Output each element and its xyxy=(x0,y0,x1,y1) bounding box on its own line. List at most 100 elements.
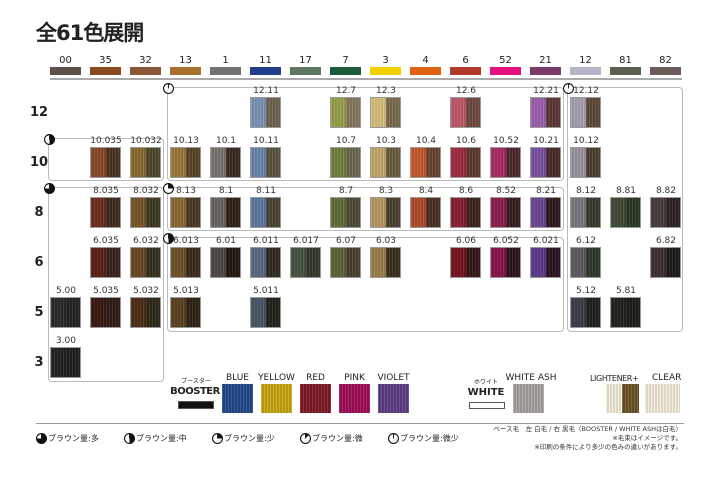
brown-amount-icon xyxy=(36,433,47,444)
booster-color-swatch xyxy=(300,384,331,413)
black-hair-half xyxy=(545,98,560,127)
color-swatch xyxy=(530,147,561,178)
white-ash-label: WHITE ASH xyxy=(505,373,557,383)
swatch-label: 6.01 xyxy=(215,236,237,246)
black-hair-half xyxy=(105,148,120,177)
level-label: 12 xyxy=(30,105,49,120)
white-hair-half xyxy=(571,148,586,177)
group-box-8 xyxy=(167,187,564,231)
white-hair-half xyxy=(651,248,666,277)
black-hair-half xyxy=(145,248,160,277)
white-hair-half xyxy=(611,198,626,227)
swatch-label: 5.81 xyxy=(615,286,637,296)
swatch-label: 8.1 xyxy=(218,186,234,196)
black-hair-half xyxy=(385,98,400,127)
color-swatch xyxy=(170,197,201,228)
white-hair-half xyxy=(251,148,266,177)
white-hair-half xyxy=(331,98,346,127)
swatch-label: 8.035 xyxy=(93,186,119,196)
legend-item: ブラウン量:中 xyxy=(124,433,187,444)
color-swatch xyxy=(450,147,481,178)
brown-amount-icon xyxy=(163,83,174,94)
color-swatch xyxy=(90,297,121,328)
tone-swatch xyxy=(330,67,361,75)
white-hair-half xyxy=(211,148,226,177)
black-hair-half xyxy=(545,148,560,177)
tone-label: 11 xyxy=(259,55,272,66)
swatch-label: 6.032 xyxy=(133,236,159,246)
white-hair-half xyxy=(571,198,586,227)
color-swatch xyxy=(570,197,601,228)
white-hair-half xyxy=(91,248,106,277)
white-hair-half xyxy=(291,248,306,277)
color-swatch xyxy=(650,247,681,278)
swatch-label: 6.03 xyxy=(375,236,397,246)
group-box-10-left xyxy=(48,138,164,181)
color-swatch xyxy=(570,147,601,178)
level-label: 10 xyxy=(30,155,49,170)
swatch-label: 6.06 xyxy=(455,236,477,246)
swatch-label: 3.00 xyxy=(55,336,77,346)
color-swatch xyxy=(410,147,441,178)
black-hair-half xyxy=(385,248,400,277)
white-hair-half xyxy=(451,148,466,177)
swatch-label: 6.052 xyxy=(493,236,519,246)
swatch-label: 8.12 xyxy=(575,186,597,196)
color-swatch xyxy=(250,97,281,128)
white-hair-half xyxy=(331,148,346,177)
brown-amount-icon xyxy=(163,233,174,244)
swatch-label: 8.13 xyxy=(175,186,197,196)
color-swatch xyxy=(570,97,601,128)
color-swatch xyxy=(610,197,641,228)
brown-amount-icon xyxy=(563,83,574,94)
swatch-label: 8.7 xyxy=(338,186,354,196)
black-hair-half xyxy=(65,298,80,327)
swatch-label: 8.6 xyxy=(458,186,474,196)
white-hair-half xyxy=(91,198,106,227)
booster-color-label: PINK xyxy=(344,373,365,383)
booster-color-label: BLUE xyxy=(225,373,249,383)
white-hair-half xyxy=(651,198,666,227)
swatch-label: 12.3 xyxy=(375,86,397,96)
swatch-label: 10.035 xyxy=(90,136,122,146)
swatch-label: 5.12 xyxy=(575,286,597,296)
tone-swatch xyxy=(370,67,401,75)
color-swatch xyxy=(370,97,401,128)
color-swatch xyxy=(130,247,161,278)
black-hair-half xyxy=(185,148,200,177)
group-box-right xyxy=(567,87,683,332)
color-swatch xyxy=(530,247,561,278)
tone-label: 3 xyxy=(382,55,389,66)
black-hair-half xyxy=(185,298,200,327)
swatch-label: 6.12 xyxy=(575,236,597,246)
clear-label: CLEAR xyxy=(652,373,682,383)
white-hair-half xyxy=(531,198,546,227)
lightener-swatch xyxy=(645,384,680,413)
brown-amount-icon xyxy=(44,134,55,145)
white-hair-half xyxy=(51,348,66,377)
swatch-label: 8.82 xyxy=(655,186,677,196)
tone-label: 32 xyxy=(139,55,152,66)
swatch-label: 10.032 xyxy=(130,136,162,146)
tone-swatch xyxy=(410,67,441,75)
swatch-label: 10.6 xyxy=(455,136,477,146)
color-swatch xyxy=(210,147,241,178)
black-hair-half xyxy=(665,198,680,227)
swatch-label: 6.07 xyxy=(335,236,357,246)
swatch-label: 10.3 xyxy=(375,136,397,146)
white-hair-half xyxy=(91,298,106,327)
white-hair-half xyxy=(131,198,146,227)
white-kana: ホワイト xyxy=(473,379,498,386)
level-label: 6 xyxy=(34,255,44,270)
tone-swatch xyxy=(570,67,601,75)
color-swatch xyxy=(250,147,281,178)
color-swatch xyxy=(250,297,281,328)
color-swatch xyxy=(530,197,561,228)
tone-swatch xyxy=(610,67,641,75)
tone-swatch xyxy=(450,67,481,75)
tone-swatch xyxy=(210,67,241,75)
header-divider xyxy=(50,78,682,80)
black-hair-half xyxy=(225,198,240,227)
lightener-swatch xyxy=(606,384,621,413)
white-hair-half xyxy=(51,298,66,327)
